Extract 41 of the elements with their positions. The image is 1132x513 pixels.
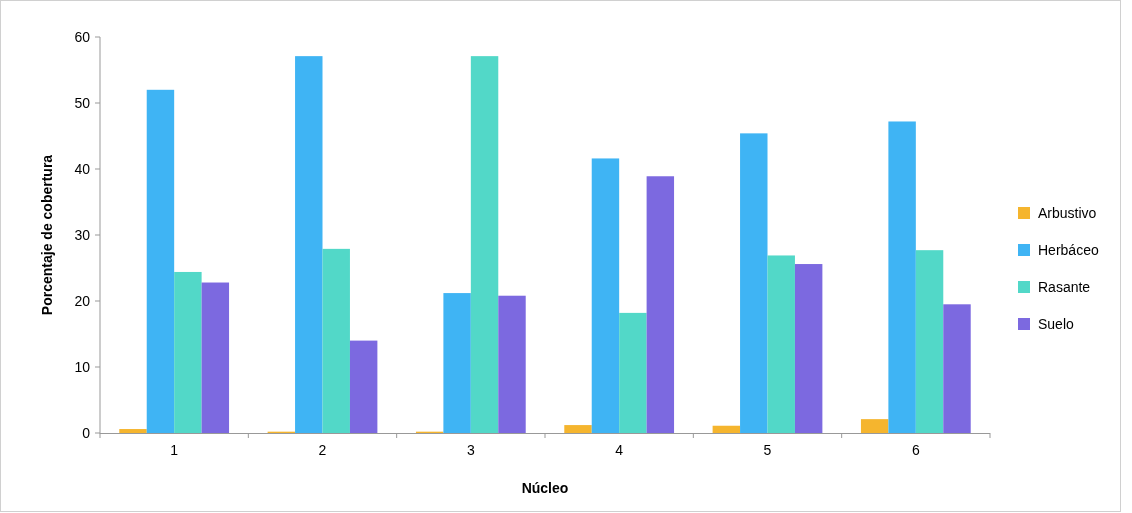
bar	[498, 295, 526, 433]
bar	[295, 56, 323, 433]
bar	[119, 429, 147, 433]
bar	[767, 255, 795, 433]
y-tick-label: 20	[74, 292, 91, 309]
y-axis-title: Porcentaje de cobertura	[39, 154, 55, 316]
x-tick-label: 5	[763, 442, 772, 458]
x-tick-label: 6	[911, 442, 920, 458]
legend-label: Herbáceo	[1038, 241, 1099, 258]
bar	[443, 293, 471, 433]
bar	[860, 419, 889, 433]
bar	[712, 425, 741, 433]
bar	[646, 176, 675, 433]
legend-label: Arbustivo	[1038, 204, 1097, 221]
bar	[794, 264, 823, 433]
bar	[888, 121, 916, 433]
y-tick-label: 50	[74, 94, 91, 111]
bar	[174, 271, 202, 433]
bar	[740, 133, 768, 433]
bar	[146, 89, 175, 433]
bar	[943, 304, 971, 433]
x-tick-label: 2	[318, 442, 327, 458]
x-axis-title: Núcleo	[521, 480, 569, 496]
x-tick-label: 4	[615, 442, 624, 458]
y-tick-label: 40	[74, 160, 91, 177]
bar	[915, 250, 944, 433]
legend-label: Suelo	[1038, 315, 1075, 332]
bar	[322, 248, 350, 433]
y-tick-label: 60	[74, 28, 91, 45]
x-tick-label: 1	[170, 442, 179, 458]
y-tick-label: 30	[74, 226, 91, 243]
bar	[564, 425, 592, 433]
bar	[201, 282, 230, 433]
bar	[349, 340, 378, 433]
bar	[591, 158, 620, 433]
y-tick-label: 10	[74, 358, 91, 375]
x-tick-label: 3	[466, 442, 475, 458]
bar	[619, 312, 647, 433]
y-tick-label: 0	[82, 424, 91, 441]
bar	[470, 56, 499, 433]
legend-label: Rasante	[1038, 278, 1091, 295]
